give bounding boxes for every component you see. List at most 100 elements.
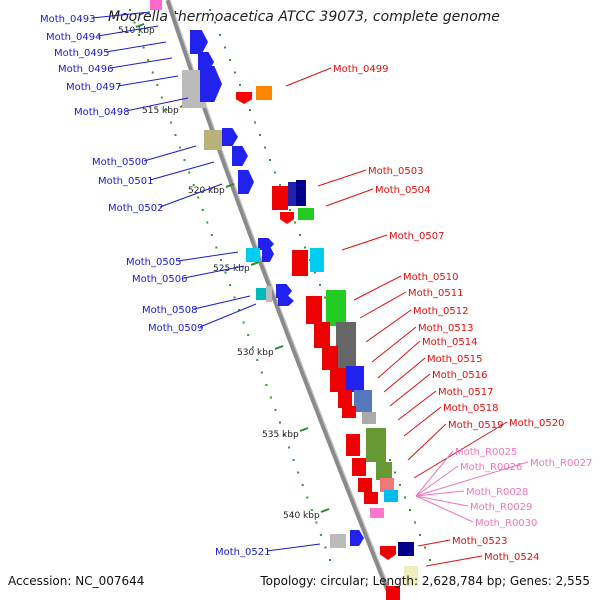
forward-gene-label: Moth_0518 bbox=[443, 403, 498, 414]
inner-track-dot bbox=[183, 159, 186, 161]
forward-leader-line bbox=[383, 357, 426, 393]
reverse-leader-line bbox=[97, 25, 159, 37]
gene-block bbox=[380, 478, 394, 492]
outer-track-dot bbox=[289, 209, 291, 211]
gene-block bbox=[246, 248, 260, 262]
outer-track-dot bbox=[299, 234, 301, 236]
forward-gene-label: Moth_0504 bbox=[375, 185, 430, 196]
inner-track-dot bbox=[156, 84, 159, 86]
gene-arrow bbox=[222, 128, 238, 146]
inner-track-dot bbox=[238, 309, 241, 311]
inner-track-dot bbox=[283, 434, 286, 436]
rna-leader-line bbox=[415, 495, 474, 523]
scale-tick bbox=[299, 427, 309, 432]
forward-gene-label: Moth_0519 bbox=[448, 420, 503, 431]
feature-group bbox=[150, 0, 418, 600]
reverse-leader-line bbox=[193, 295, 251, 310]
outer-track-dot bbox=[399, 484, 401, 486]
inner-track-dot bbox=[174, 134, 177, 136]
reverse-leader-line bbox=[183, 265, 245, 279]
gene-block bbox=[150, 0, 162, 10]
scale-label: 520 kbp bbox=[188, 186, 225, 196]
reverse-leader-line bbox=[199, 303, 257, 328]
reverse-gene-label: Moth_0495 bbox=[54, 48, 109, 59]
scale-label: 530 kbp bbox=[237, 348, 274, 358]
outer-track-dot bbox=[424, 546, 426, 549]
outer-track-dot bbox=[224, 46, 226, 49]
inner-track-dot bbox=[133, 21, 136, 24]
forward-gene-label: Moth_0524 bbox=[484, 552, 539, 563]
inner-track-dot bbox=[247, 334, 250, 336]
outer-track-dot bbox=[414, 521, 416, 524]
forward-leader-line bbox=[425, 555, 483, 567]
label-group: Moth_0493 Moth_0494 Moth_0495 Moth_0496 Moth… bbox=[40, 11, 592, 567]
reverse-gene-label: Moth_0501 bbox=[98, 176, 153, 187]
forward-leader-line bbox=[403, 406, 442, 437]
reverse-leader-line bbox=[91, 11, 151, 19]
outer-track-dot bbox=[279, 184, 281, 186]
reverse-gene-label: Moth_0508 bbox=[142, 305, 197, 316]
scale-tick bbox=[250, 261, 260, 266]
outer-track-dot bbox=[304, 246, 306, 249]
gene-arrow bbox=[280, 212, 294, 224]
forward-gene-label: Moth_0520 bbox=[509, 418, 564, 429]
rna-gene-label: Moth_R0026 bbox=[460, 462, 522, 473]
gene-arrow bbox=[200, 66, 222, 102]
forward-leader-line bbox=[317, 169, 367, 187]
outer-track-dot bbox=[419, 534, 421, 536]
forward-leader-line bbox=[417, 539, 451, 547]
forward-gene-label: Moth_0503 bbox=[368, 166, 423, 177]
reverse-leader-line bbox=[105, 41, 167, 53]
inner-track-dot bbox=[147, 59, 150, 61]
inner-track-dot bbox=[151, 71, 154, 74]
rna-leader-line bbox=[415, 490, 465, 497]
gene-arrow bbox=[236, 92, 252, 104]
outer-track-dot bbox=[274, 171, 276, 174]
forward-leader-line bbox=[377, 340, 421, 379]
forward-gene-label: Moth_0514 bbox=[422, 337, 477, 348]
gene-block bbox=[310, 248, 324, 272]
outer-track-dot bbox=[249, 109, 251, 111]
gene-block bbox=[296, 180, 306, 206]
scale-label: 515 kbp bbox=[142, 106, 179, 116]
rna-leader-line bbox=[415, 461, 529, 497]
scale-tick bbox=[274, 345, 284, 350]
inner-track-dot bbox=[192, 184, 195, 186]
inner-track-dot bbox=[197, 196, 200, 199]
reverse-leader-line bbox=[159, 183, 223, 208]
inner-track-dot bbox=[297, 471, 300, 474]
gene-block bbox=[314, 322, 330, 348]
gene-arrow bbox=[380, 546, 396, 560]
inner-track-dot bbox=[265, 384, 268, 386]
gene-block bbox=[366, 428, 386, 462]
outer-track-dot bbox=[229, 59, 231, 61]
gene-block bbox=[364, 492, 378, 504]
outer-track-dot bbox=[324, 296, 326, 299]
gene-arrow bbox=[276, 284, 292, 298]
reverse-leader-line bbox=[149, 161, 215, 181]
inner-track-dot bbox=[279, 421, 281, 424]
forward-gene-label: Moth_0511 bbox=[408, 288, 463, 299]
accession-text: Accession: NC_007644 bbox=[8, 574, 145, 588]
gene-block bbox=[354, 390, 372, 412]
inner-track-dot bbox=[215, 246, 218, 249]
rna-gene-label: Moth_R0029 bbox=[470, 502, 532, 513]
outer-track-dot bbox=[314, 271, 316, 274]
gene-block bbox=[292, 250, 308, 276]
forward-leader-line bbox=[389, 373, 431, 407]
gene-block bbox=[326, 290, 346, 326]
forward-leader-line bbox=[371, 326, 417, 363]
inner-track-dot bbox=[256, 359, 259, 361]
reverse-gene-label: Moth_0506 bbox=[132, 274, 187, 285]
gene-block bbox=[330, 368, 346, 392]
inner-track-dot bbox=[188, 171, 191, 174]
gene-arrow bbox=[232, 146, 248, 166]
forward-leader-line bbox=[407, 423, 447, 461]
forward-gene-label: Moth_0512 bbox=[413, 306, 468, 317]
reverse-leader-line bbox=[125, 97, 189, 112]
outer-track-dot bbox=[269, 159, 271, 161]
outer-track-dot bbox=[209, 9, 211, 11]
inner-track-dot bbox=[169, 121, 172, 124]
gene-block bbox=[386, 586, 400, 600]
forward-leader-line bbox=[325, 188, 374, 207]
